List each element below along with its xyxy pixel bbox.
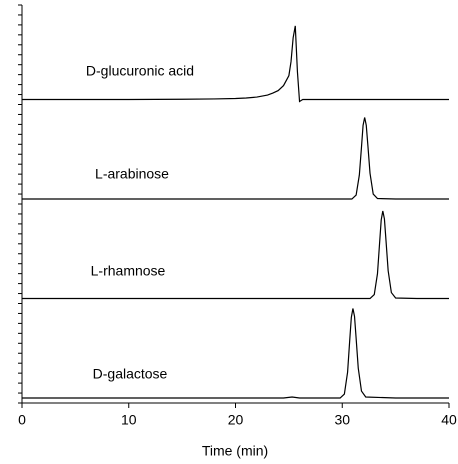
x-tick-label: 40 — [441, 412, 457, 428]
chromatogram-line — [22, 210, 449, 300]
x-tick-label: 30 — [334, 412, 350, 428]
peak-label: D-glucuronic acid — [86, 63, 194, 79]
x-tick-label: 10 — [121, 412, 137, 428]
x-axis-label: Time (min) — [202, 443, 268, 459]
x-tick-label: 20 — [228, 412, 244, 428]
peak-label: L-rhamnose — [91, 263, 166, 279]
x-tick-label: 0 — [18, 412, 26, 428]
peak-label: D-galactose — [93, 366, 168, 382]
chromatogram-line — [22, 308, 449, 399]
chromatogram-line — [22, 117, 449, 200]
chromatogram-line — [22, 25, 449, 103]
peak-label: L-arabinose — [95, 166, 169, 182]
